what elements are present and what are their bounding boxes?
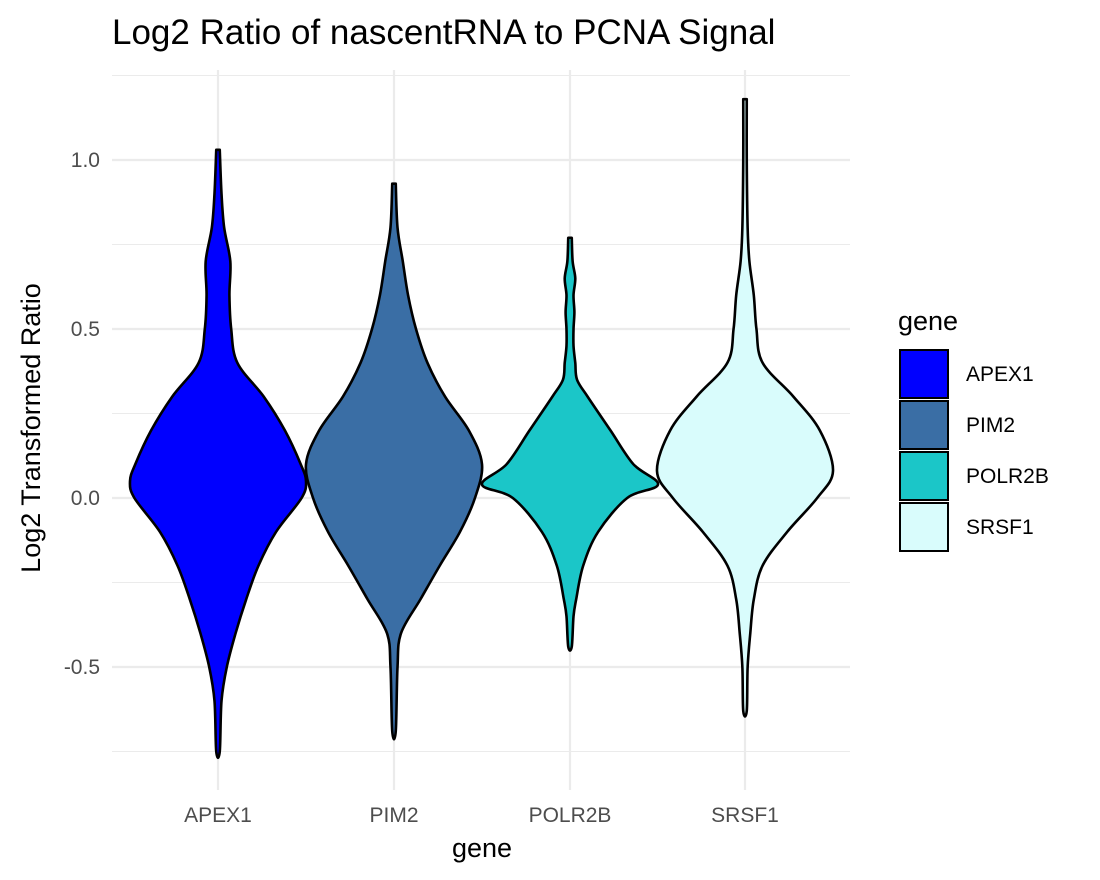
violin-polr2b — [480, 236, 660, 652]
legend-label: APEX1 — [966, 363, 1034, 386]
violin-apex1 — [128, 148, 308, 760]
x-tick-label: PIM2 — [369, 804, 418, 827]
violin-srsf1 — [655, 97, 835, 718]
y-axis: -0.5 0.0 0.5 1.0 — [64, 149, 100, 679]
legend-label: PIM2 — [966, 414, 1015, 437]
legend-key-polr2b — [899, 451, 949, 501]
violins — [128, 97, 835, 760]
legend-label: SRSF1 — [966, 516, 1034, 539]
violin-pim2 — [304, 182, 484, 741]
x-tick-label: SRSF1 — [711, 804, 779, 827]
y-tick-label: 0.5 — [71, 318, 100, 341]
legend-key-apex1 — [899, 349, 949, 399]
chart-title: Log2 Ratio of nascentRNA to PCNA Signal — [112, 13, 775, 52]
legend-label: POLR2B — [966, 465, 1049, 488]
x-tick-label: POLR2B — [529, 804, 612, 827]
x-axis-title: gene — [452, 833, 512, 863]
legend-key-srsf1 — [899, 502, 949, 552]
legend-key-pim2 — [899, 400, 949, 450]
y-axis-title: Log2 Transformed Ratio — [16, 283, 46, 573]
legend-title: gene — [898, 306, 958, 336]
x-axis: APEX1 PIM2 POLR2B SRSF1 — [184, 804, 779, 827]
y-tick-label: 1.0 — [71, 149, 100, 172]
y-tick-label: -0.5 — [64, 656, 100, 679]
x-tick-label: APEX1 — [184, 804, 252, 827]
y-tick-label: 0.0 — [71, 487, 100, 510]
legend: gene APEX1 PIM2 POLR2B SRSF1 — [898, 306, 1049, 552]
